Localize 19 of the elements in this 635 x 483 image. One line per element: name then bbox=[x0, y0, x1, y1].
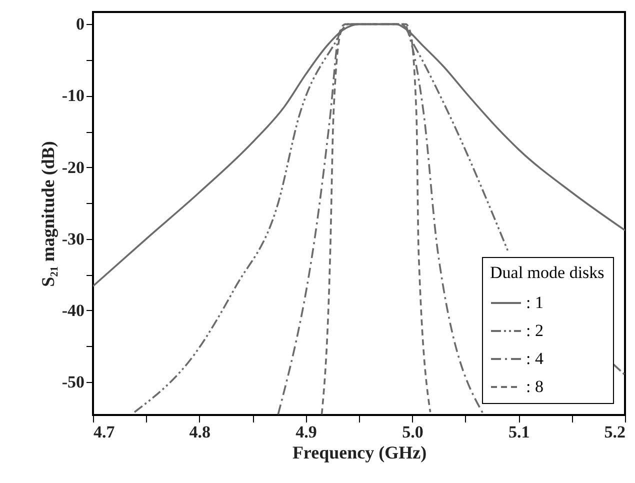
legend-title: Dual mode disks bbox=[490, 263, 604, 282]
x-tick-label: 5.1 bbox=[508, 422, 530, 442]
x-tick-label: 4.9 bbox=[296, 422, 317, 442]
legend-label: : 8 bbox=[526, 377, 544, 396]
y-tick-label: -40 bbox=[62, 300, 84, 320]
y-tick-label: 0 bbox=[76, 14, 84, 34]
legend-label: : 4 bbox=[526, 349, 544, 368]
y-axis-title: S₂₁ magnitude (dB) bbox=[38, 141, 58, 287]
x-tick-label: 4.8 bbox=[189, 422, 211, 442]
y-tick-label: -50 bbox=[62, 372, 84, 392]
x-tick-label: 5.0 bbox=[402, 422, 424, 442]
y-tick-label: -10 bbox=[62, 86, 84, 106]
y-tick-label: -20 bbox=[62, 158, 84, 177]
y-tick-label: -30 bbox=[62, 229, 84, 248]
x-axis-title: Frequency (GHz) bbox=[292, 442, 427, 462]
legend-label: : 2 bbox=[526, 321, 544, 340]
x-tick-label: 5.2 bbox=[604, 422, 626, 442]
x-tick-label: 4.7 bbox=[94, 422, 116, 442]
legend-label: : 1 bbox=[526, 293, 544, 312]
